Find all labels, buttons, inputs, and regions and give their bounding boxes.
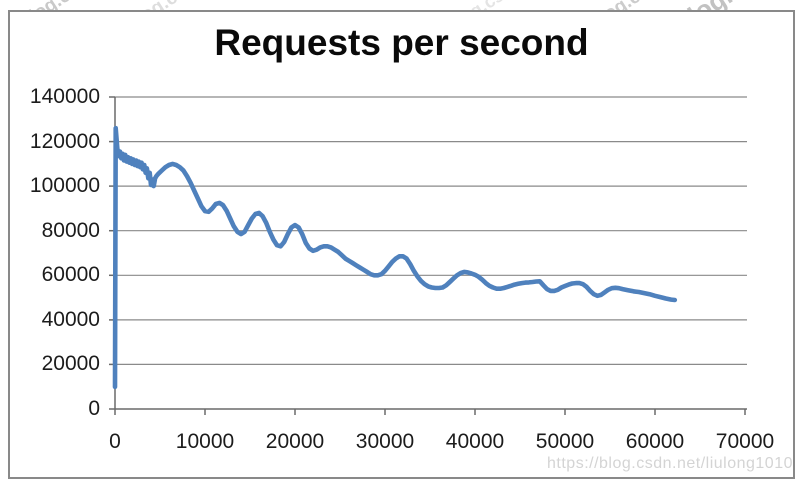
y-axis-label: 120000 [29, 129, 100, 153]
y-axis-label: 60000 [41, 263, 100, 287]
y-axis-label: 80000 [41, 218, 100, 242]
x-axis-label: 60000 [625, 430, 685, 453]
x-axis-label: 30000 [355, 430, 415, 453]
x-axis-label: 40000 [445, 430, 505, 453]
chart-title: Requests per second [214, 22, 589, 63]
y-axis-label: 100000 [29, 174, 100, 198]
chart-frame [8, 10, 795, 479]
y-axis-label: 20000 [41, 352, 100, 376]
watermark-url: https://blog.csdn.net/liulong1010 [547, 455, 793, 472]
x-axis-label: 10000 [175, 430, 235, 453]
y-axis-label: 0 [88, 397, 100, 420]
x-axis-label: 20000 [265, 430, 325, 453]
y-axis-label: 40000 [41, 307, 100, 331]
x-axis-label: 50000 [535, 430, 595, 453]
y-axis-label: 140000 [29, 85, 100, 108]
x-axis-label: 0 [109, 430, 121, 453]
x-axis-label: 70000 [715, 430, 775, 453]
